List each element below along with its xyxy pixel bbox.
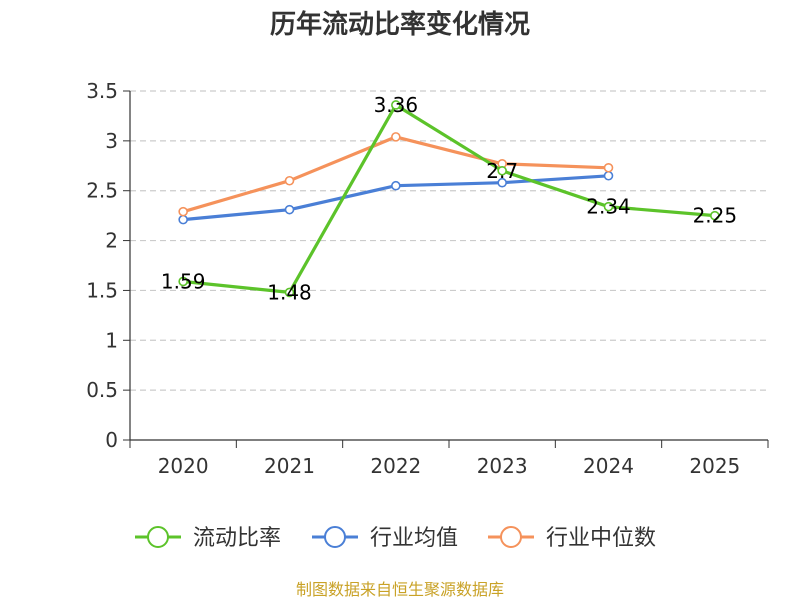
data-label: 2.34 [586, 195, 631, 219]
y-tick-label: 1.5 [86, 278, 118, 302]
x-tick-label: 2021 [264, 454, 315, 478]
data-point[interactable] [284, 287, 295, 298]
legend-label: 行业中位数 [546, 526, 656, 551]
data-point[interactable] [603, 162, 614, 173]
source-note: 制图数据来自恒生聚源数据库 [296, 580, 504, 599]
x-tick-label: 2023 [477, 454, 528, 478]
data-point[interactable] [710, 210, 720, 221]
data-label: 2.25 [693, 204, 738, 228]
grid-lines [130, 90, 768, 391]
x-tick-label: 2025 [689, 454, 740, 478]
y-tick-label: 3.5 [86, 79, 118, 103]
legend[interactable]: 流动比率 行业均值 行业中位数 [135, 526, 656, 551]
data-labels: 1.59 1.48 3.36 2.7 2.34 2.25 [161, 93, 737, 304]
data-point[interactable] [391, 180, 401, 191]
data-label: 3.36 [374, 93, 419, 117]
data-point[interactable] [391, 100, 401, 110]
series-line-2 [182, 135, 609, 214]
legend-marker [324, 526, 346, 548]
data-point[interactable] [284, 175, 295, 186]
data-point[interactable] [284, 204, 295, 215]
chart-title: 历年流动比率变化情况 [270, 9, 530, 40]
data-label: 2.7 [486, 159, 518, 183]
y-tick-label: 1 [105, 328, 118, 352]
y-tick-label: 2.5 [86, 179, 118, 203]
legend-marker [147, 526, 169, 548]
data-point[interactable] [603, 201, 614, 212]
data-point[interactable] [497, 177, 507, 188]
series-lines [178, 100, 720, 298]
y-tick-label: 2 [105, 229, 118, 253]
legend-item-2[interactable]: 行业中位数 [488, 526, 656, 551]
y-tick-label: 0 [105, 428, 118, 452]
data-point[interactable] [178, 214, 188, 225]
data-label: 1.59 [161, 269, 206, 293]
data-point[interactable] [178, 206, 188, 217]
axes: 0 0.5 1 1.5 2 2.5 3 3.5 2020 2021 2022 2023 2024 2025 [86, 79, 769, 478]
data-point[interactable] [178, 276, 188, 287]
x-tick-label: 2022 [370, 454, 421, 478]
legend-item-0[interactable]: 流动比率 [135, 526, 281, 551]
data-label: 1.48 [267, 280, 312, 304]
legend-marker [500, 526, 522, 548]
x-tick-label: 2024 [583, 454, 634, 478]
legend-label: 行业均值 [370, 526, 458, 551]
y-tick-label: 3 [105, 129, 118, 153]
data-point[interactable] [391, 132, 401, 142]
x-tick-label: 2020 [158, 454, 209, 478]
data-point[interactable] [497, 165, 507, 176]
data-point[interactable] [603, 170, 614, 181]
series-line-0 [183, 103, 715, 294]
legend-label: 流动比率 [193, 526, 281, 551]
y-tick-label: 0.5 [86, 378, 118, 402]
legend-item-1[interactable]: 行业均值 [312, 526, 458, 551]
